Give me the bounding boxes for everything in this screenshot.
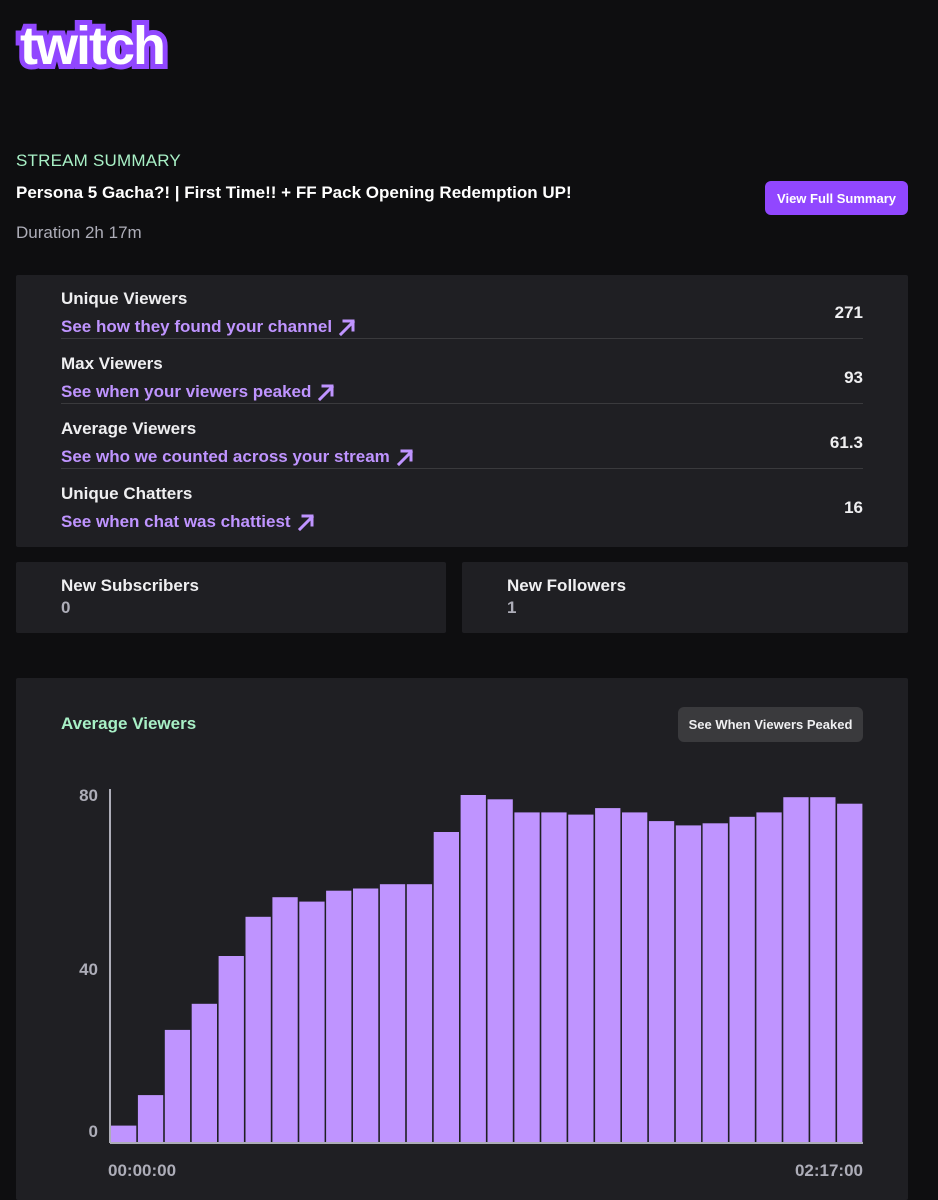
section-label: STREAM SUMMARY (16, 151, 181, 170)
new-followers-label: New Followers (507, 576, 627, 595)
stat-value: 16 (844, 498, 863, 517)
stat-value: 271 (834, 303, 863, 322)
new-followers-card: New Followers 1 (462, 562, 908, 633)
stat-row-unique-chatters: Unique Chatters See when chat was chatti… (61, 470, 863, 534)
stat-link-unique-chatters[interactable]: See when chat was chattiest (61, 512, 316, 532)
arrow-up-right-icon (318, 384, 335, 402)
stat-value: 61.3 (829, 433, 863, 452)
stream-duration: Duration 2h 17m (16, 223, 142, 242)
y-tick-label: 80 (79, 786, 98, 805)
chart-title: Average Viewers (61, 714, 197, 733)
stat-link-max-viewers[interactable]: See when your viewers peaked (61, 382, 336, 402)
bar[interactable] (406, 884, 433, 1142)
bars-group (111, 795, 863, 1143)
bar[interactable] (837, 803, 863, 1142)
x-tick-label-end: 02:17:00 (795, 1161, 863, 1180)
bar[interactable] (218, 956, 244, 1142)
twitch-logo-icon: twitch (15, 14, 171, 76)
average-viewers-bar-chart: 0 40 80 00:00:00 02:17:00 (79, 786, 863, 1180)
bar[interactable] (460, 795, 486, 1142)
view-full-summary-button[interactable]: View Full Summary (765, 181, 908, 215)
stream-title: Persona 5 Gacha?! | First Time!! + FF Pa… (16, 183, 572, 202)
see-when-viewers-peaked-button[interactable]: See When Viewers Peaked (678, 707, 863, 742)
stat-name: Unique Viewers (61, 289, 188, 308)
bar[interactable] (164, 1029, 191, 1142)
bar[interactable] (326, 890, 352, 1142)
stat-link-text: See when chat was chattiest (61, 512, 291, 531)
stat-row-max-viewers: Max Viewers See when your viewers peaked… (61, 340, 863, 404)
new-subscribers-label: New Subscribers (61, 576, 199, 595)
bar[interactable] (675, 825, 702, 1142)
new-followers-value: 1 (507, 598, 517, 617)
bar[interactable] (568, 814, 594, 1142)
bar[interactable] (702, 823, 728, 1142)
arrow-up-right-icon (338, 319, 356, 337)
logo-wordmark: twitch (20, 16, 164, 76)
stat-value: 93 (844, 368, 863, 387)
arrow-up-right-icon (396, 449, 413, 467)
divider (61, 468, 863, 469)
bar[interactable] (137, 1095, 164, 1142)
bar[interactable] (810, 797, 836, 1142)
divider (61, 338, 863, 339)
stats-card: Unique Viewers See how they found your c… (16, 275, 908, 547)
bar[interactable] (541, 812, 567, 1142)
bar[interactable] (379, 884, 406, 1142)
new-subscribers-card: New Subscribers 0 (16, 562, 446, 633)
stat-link-text: See when your viewers peaked (61, 382, 312, 401)
bar[interactable] (245, 916, 271, 1142)
stat-link-text: See who we counted across your stream (61, 447, 390, 466)
bar[interactable] (299, 901, 325, 1142)
y-ticks-group: 0 40 80 (79, 786, 98, 1141)
stat-name: Max Viewers (61, 354, 163, 373)
y-tick-label: 40 (79, 960, 98, 979)
divider (61, 403, 863, 404)
bar[interactable] (648, 821, 675, 1142)
stat-row-unique-viewers: Unique Viewers See how they found your c… (61, 275, 863, 339)
stat-name: Unique Chatters (61, 484, 193, 503)
y-tick-label: 0 (89, 1122, 98, 1141)
bar[interactable] (111, 1125, 137, 1142)
bar[interactable] (514, 812, 540, 1142)
bar[interactable] (783, 797, 809, 1142)
stat-row-average-viewers: Average Viewers See who we counted acros… (61, 405, 863, 469)
stat-link-text: See how they found your channel (61, 317, 333, 336)
stat-link-average-viewers[interactable]: See who we counted across your stream (61, 447, 415, 467)
bar[interactable] (272, 897, 298, 1142)
twitch-logo[interactable]: twitch (14, 14, 196, 76)
stat-link-unique-viewers[interactable]: See how they found your channel (61, 317, 357, 337)
arrow-up-right-icon (297, 514, 314, 532)
new-subscribers-value: 0 (61, 598, 71, 617)
bar[interactable] (433, 832, 459, 1142)
bar[interactable] (595, 808, 621, 1142)
bar[interactable] (191, 1003, 217, 1142)
bar[interactable] (756, 812, 782, 1142)
bar[interactable] (353, 888, 379, 1143)
bar[interactable] (729, 816, 755, 1143)
bar[interactable] (622, 812, 648, 1142)
average-viewers-chart-card: Average Viewers See When Viewers Peaked … (16, 678, 908, 1200)
stat-name: Average Viewers (61, 419, 197, 438)
bar[interactable] (487, 799, 513, 1142)
x-tick-label-start: 00:00:00 (108, 1161, 176, 1180)
